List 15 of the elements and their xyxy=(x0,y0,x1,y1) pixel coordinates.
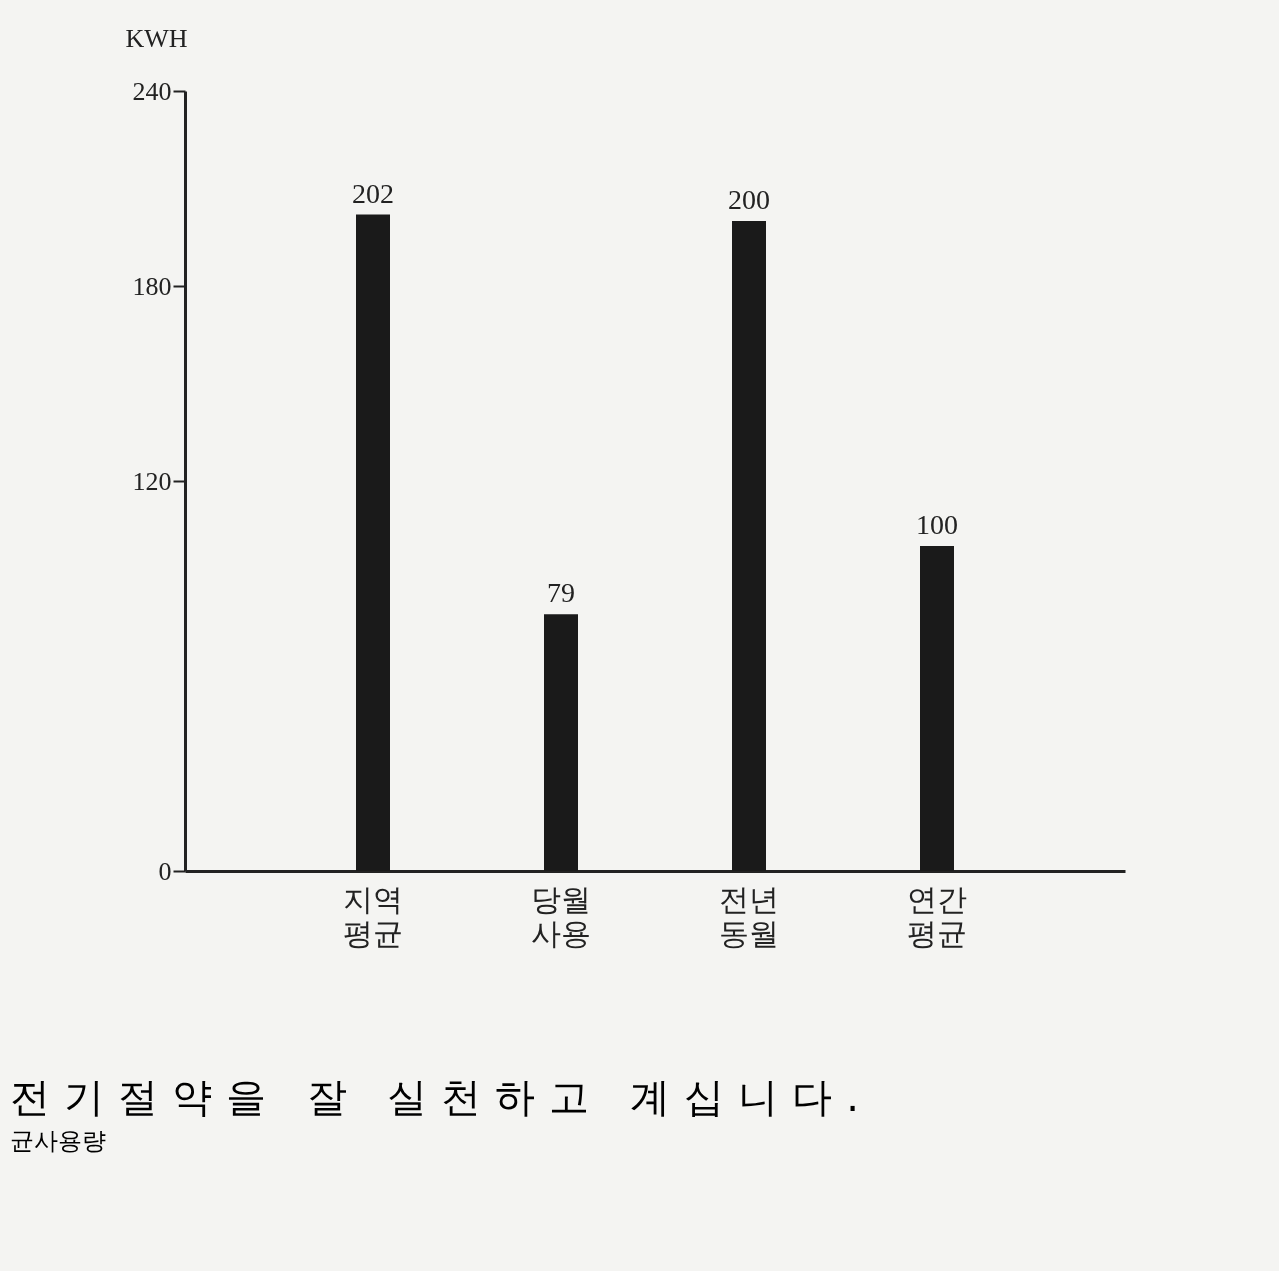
data-label: 200 xyxy=(728,184,770,215)
text: 균사용량 xyxy=(10,1126,107,1157)
x-tick-label: 전년 동월 xyxy=(719,881,779,951)
data-label: 100 xyxy=(916,509,958,540)
y-axis-title: KWH xyxy=(125,23,188,53)
y-tick-label: 0 xyxy=(158,856,172,886)
data-label: 202 xyxy=(352,177,394,209)
x-tick-label: 연간 평균 xyxy=(907,881,967,951)
text: 전기절약을 잘 실천하고 계십니다. xyxy=(10,1073,873,1122)
y-tick-label: 240 xyxy=(132,76,172,106)
x-tick-label: 당월 사용 xyxy=(531,881,591,951)
y-tick-label: 120 xyxy=(132,466,172,496)
data-label: 79 xyxy=(547,577,575,609)
x-tick-label: 지역 평균 xyxy=(343,881,403,951)
y-tick-label: 180 xyxy=(132,271,172,301)
